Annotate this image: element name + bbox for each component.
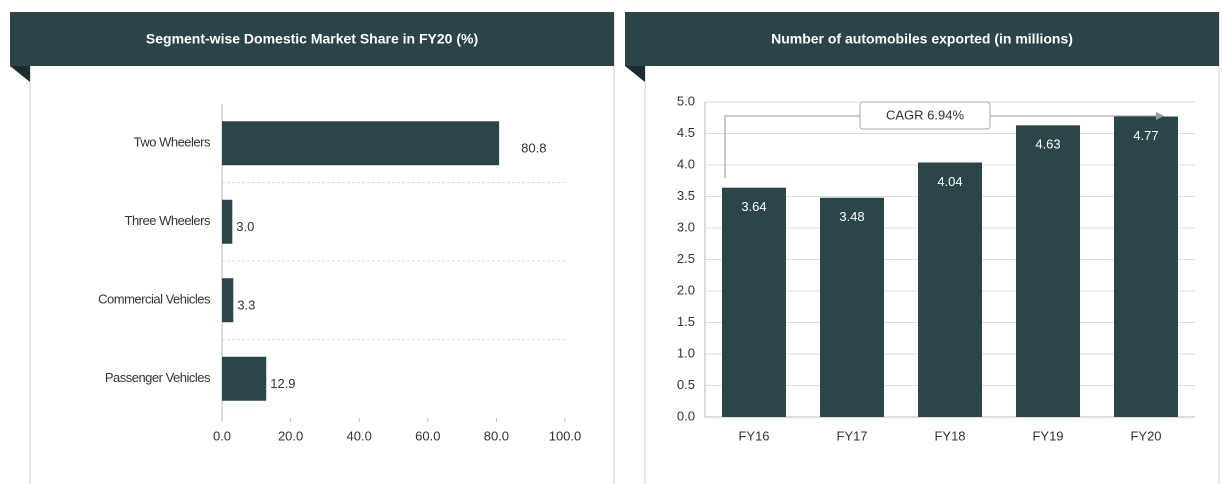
y-tick-label: 5.0 xyxy=(677,93,695,108)
data-label: 3.48 xyxy=(839,209,864,224)
y-tick-label: 3.5 xyxy=(677,188,695,203)
y-tick-label: 4.0 xyxy=(677,156,695,171)
annotation: CAGR 6.94% xyxy=(886,107,964,122)
x-tick-label: FY20 xyxy=(1130,428,1161,443)
data-label: 4.04 xyxy=(937,174,962,189)
bar xyxy=(222,356,267,401)
annotation-box xyxy=(859,101,991,130)
bar xyxy=(222,199,233,244)
y-tick-label: 1.5 xyxy=(677,314,695,329)
y-tick-label: Passenger Vehicles xyxy=(105,370,211,385)
data-label: 80.8 xyxy=(521,141,546,156)
panel-header xyxy=(10,12,614,66)
y-tick-label: 0.0 xyxy=(677,408,695,423)
x-tick-label: FY17 xyxy=(836,428,867,443)
panel-header xyxy=(625,12,1219,66)
bar xyxy=(222,278,234,323)
data-label: 4.77 xyxy=(1133,128,1158,143)
bar xyxy=(820,197,884,417)
x-tick-label: FY19 xyxy=(1032,428,1063,443)
bar xyxy=(722,187,786,417)
y-tick-label: 2.0 xyxy=(677,282,695,297)
y-tick-label: Three Wheelers xyxy=(125,213,211,228)
x-tick-label: 100.0 xyxy=(549,428,582,443)
y-tick-label: 2.5 xyxy=(677,251,695,266)
bar xyxy=(222,121,500,166)
y-tick-label: Commercial Vehicles xyxy=(98,292,211,307)
y-tick-label: 4.5 xyxy=(677,125,695,140)
chart-title: Segment-wise Domestic Market Share in FY… xyxy=(146,31,478,47)
data-label: 3.3 xyxy=(237,298,255,313)
data-label: 4.63 xyxy=(1035,137,1060,152)
data-label: 3.0 xyxy=(236,219,254,234)
x-tick-label: FY18 xyxy=(934,428,965,443)
x-tick-label: 0.0 xyxy=(213,428,231,443)
x-tick-label: 80.0 xyxy=(484,428,509,443)
cagr-arrow xyxy=(724,112,1164,178)
y-tick-label: 3.0 xyxy=(677,219,695,234)
bar xyxy=(1114,116,1178,418)
data-label: 12.9 xyxy=(270,376,295,391)
y-tick-label: 0.5 xyxy=(677,377,695,392)
header-fold xyxy=(625,66,645,82)
y-tick-label: 1.0 xyxy=(677,345,695,360)
header-fold xyxy=(10,66,30,82)
x-tick-label: 60.0 xyxy=(415,428,440,443)
bar xyxy=(918,162,982,417)
chart-title: Number of automobiles exported (in milli… xyxy=(771,31,1073,47)
x-tick-label: 20.0 xyxy=(278,428,303,443)
bar xyxy=(1016,125,1080,417)
data-label: 3.64 xyxy=(741,199,766,214)
x-tick-label: 40.0 xyxy=(347,428,372,443)
x-tick-label: FY16 xyxy=(738,428,769,443)
y-tick-label: Two Wheelers xyxy=(134,135,211,150)
